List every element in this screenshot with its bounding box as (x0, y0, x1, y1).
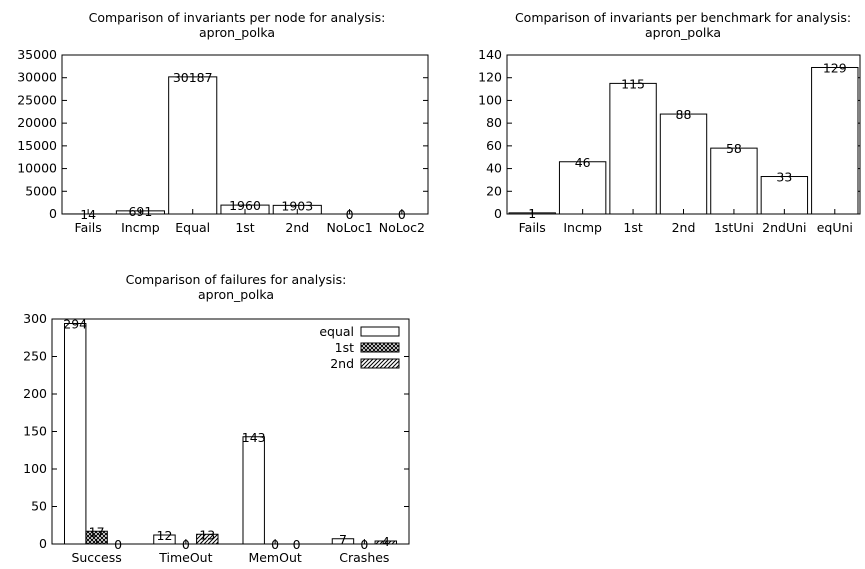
chart1-subtitle: apron_polka (199, 25, 275, 40)
c1-x-label-1: Incmp (121, 220, 160, 235)
chart3-x-labels: Success TimeOut MemOut Crashes (71, 539, 389, 565)
c2-x-label-6: eqUni (817, 220, 853, 235)
c2-ytick-label-6: 120 (478, 70, 502, 85)
c3-ytick-label-4: 200 (23, 386, 47, 401)
c1-ytick-label-7: 35000 (17, 47, 57, 62)
c1-x-label-6: NoLoc2 (379, 220, 425, 235)
c2-ytick-label-2: 40 (486, 161, 502, 176)
chart3-bars (63, 323, 398, 545)
c3-legend-label-1: 1st (335, 340, 354, 355)
c2-ytick-label-5: 100 (478, 92, 502, 107)
c1-x-label-2: Equal (175, 220, 210, 235)
c1-ytick-label-5: 25000 (17, 92, 57, 107)
c3-value-label-3-2: 4 (382, 534, 390, 549)
c2-bar-3 (659, 113, 708, 215)
c1-ytick-label-6: 30000 (17, 70, 57, 85)
c2-value-label-5: 33 (776, 170, 792, 185)
c2-ytick-label-7: 140 (478, 47, 502, 62)
c3-legend-label-0: equal (319, 324, 354, 339)
c1-x-label-4: 2nd (285, 220, 309, 235)
chart1-title: Comparison of invariants per node for an… (89, 10, 386, 25)
c2-bar-2 (609, 82, 657, 215)
c1-value-label-4: 1903 (281, 198, 313, 213)
c1-ytick-label-3: 15000 (17, 138, 57, 153)
c2-value-label-1: 46 (575, 155, 591, 170)
c3-legend-swatch-0 (360, 326, 400, 337)
c2-ytick-label-4: 80 (486, 115, 502, 130)
chart3-plot-frame (51, 318, 410, 545)
c2-ytick-label-1: 20 (486, 183, 502, 198)
c2-value-label-6: 129 (823, 60, 847, 75)
chart2-x-labels: Fails Incmp 1st 2nd 1stUni 2ndUni eqUni (519, 209, 853, 235)
c2-value-label-2: 115 (621, 76, 645, 91)
c1-ytick-label-1: 5000 (25, 183, 57, 198)
c3-x-label-2: MemOut (248, 550, 301, 565)
c3-legend-swatch-1 (360, 342, 400, 353)
c1-value-label-2: 30187 (173, 70, 213, 85)
c3-ytick-label-3: 150 (23, 424, 47, 439)
chart1-y-ticks: 0 5000 10000 15000 20000 25000 30000 35000 (17, 47, 428, 221)
c3-value-label-0-1: 17 (89, 524, 105, 539)
c3-ytick-label-0: 0 (39, 536, 47, 551)
chart-invariants-per-benchmark: Comparison of invariants per benchmark f… (478, 10, 861, 235)
c2-bar-6 (811, 66, 859, 215)
c2-bar-5 (760, 176, 809, 215)
c3-value-label-2-0: 143 (242, 430, 266, 445)
c3-legend-label-2: 2nd (330, 356, 354, 371)
chart1-plot-frame (61, 54, 429, 215)
chart3-subtitle: apron_polka (198, 287, 274, 302)
c1-x-label-0: Fails (75, 220, 102, 235)
c2-ytick-label-3: 60 (486, 138, 502, 153)
c1-ytick-label-0: 0 (49, 206, 57, 221)
chart2-value-labels: 146115885833129 (528, 60, 847, 220)
c2-value-label-4: 58 (726, 141, 742, 156)
c1-x-label-5: NoLoc1 (326, 220, 372, 235)
c2-x-label-4: 1stUni (714, 220, 754, 235)
c2-bar-1 (558, 161, 607, 215)
c2-x-label-1: Incmp (563, 220, 602, 235)
c3-bar-0-0 (63, 323, 87, 545)
chart2-subtitle: apron_polka (645, 25, 721, 40)
c3-x-label-3: Crashes (339, 550, 389, 565)
c3-value-label-3-0: 7 (339, 532, 347, 547)
c3-ytick-label-6: 300 (23, 311, 47, 326)
c3-value-label-1-2: 13 (199, 527, 215, 542)
c3-ytick-label-5: 250 (23, 349, 47, 364)
c2-x-label-0: Fails (519, 220, 546, 235)
chart3-title: Comparison of failures for analysis: (126, 272, 347, 287)
c2-x-label-2: 1st (623, 220, 642, 235)
chart2-bars (508, 66, 859, 215)
c2-x-label-3: 2nd (672, 220, 696, 235)
chart1-bars (63, 76, 322, 215)
chart-invariants-per-node: Comparison of invariants per node for an… (17, 10, 429, 235)
c3-ytick-label-2: 100 (23, 461, 47, 476)
c2-bar-4 (710, 147, 758, 215)
c1-value-label-3: 1960 (229, 198, 261, 213)
c3-value-label-1-0: 12 (157, 528, 173, 543)
c1-x-label-3: 1st (235, 220, 254, 235)
chart-failures: Comparison of failures for analysis: apr… (23, 272, 410, 565)
chart2-title: Comparison of invariants per benchmark f… (515, 10, 851, 25)
c3-legend-swatch-2 (360, 358, 400, 369)
c2-ytick-label-0: 0 (494, 206, 502, 221)
c1-ytick-label-4: 20000 (17, 115, 57, 130)
c3-value-label-0-0: 294 (63, 317, 87, 332)
c1-bar-2 (168, 76, 218, 215)
c3-ytick-label-1: 50 (31, 499, 47, 514)
chart2-plot-frame (506, 54, 861, 215)
c3-x-label-0: Success (71, 550, 121, 565)
c2-value-label-3: 88 (676, 107, 692, 122)
c1-ytick-label-2: 10000 (17, 161, 57, 176)
chart1-x-labels: Fails Incmp Equal 1st 2nd NoLoc1 NoLoc2 (75, 209, 425, 235)
c3-bar-2-0 (242, 436, 265, 545)
c3-x-label-1: TimeOut (158, 550, 212, 565)
c2-x-label-5: 2ndUni (762, 220, 806, 235)
